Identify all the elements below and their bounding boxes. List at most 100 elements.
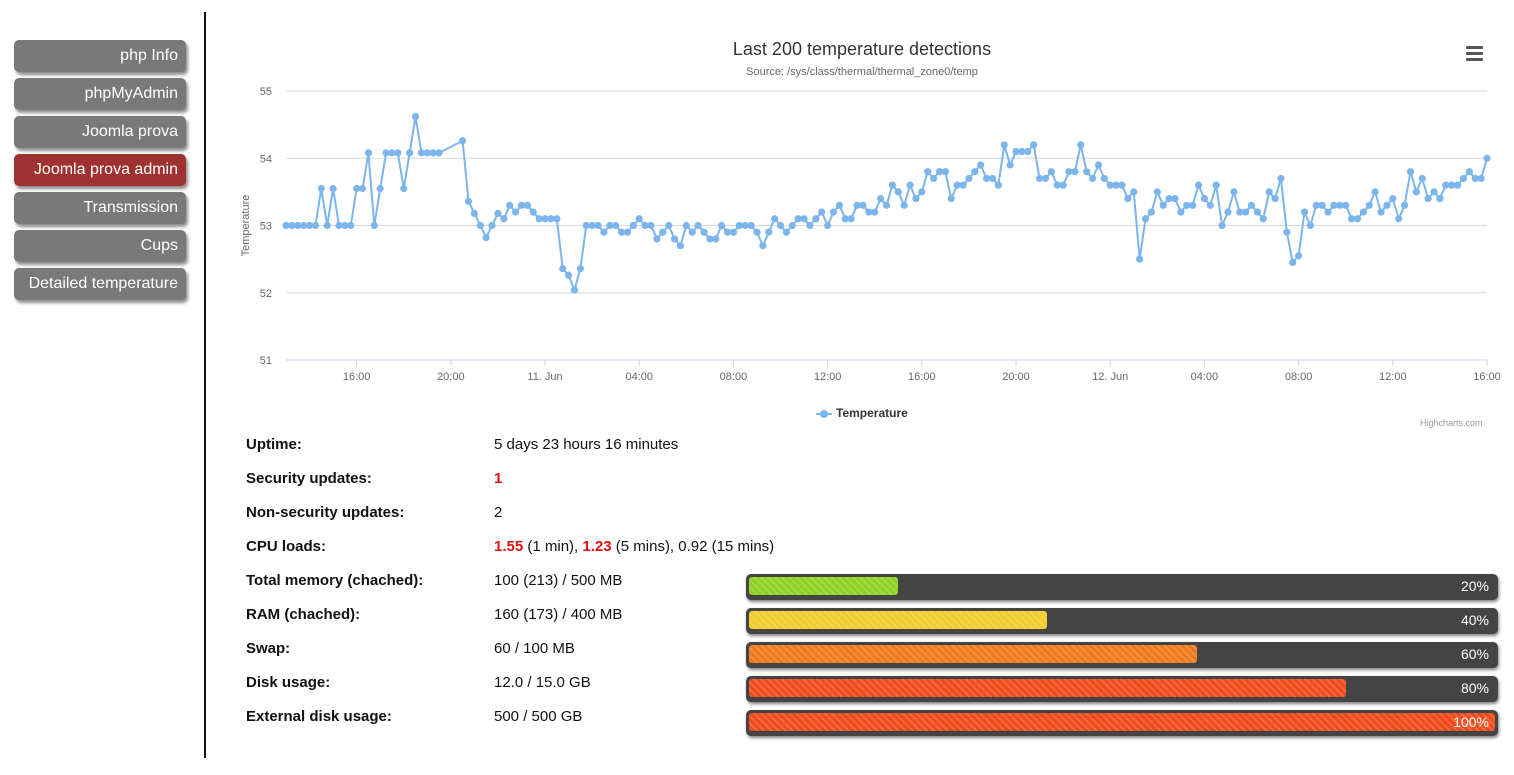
legend-marker-icon [816, 409, 832, 418]
data-point [512, 208, 520, 216]
data-point [1153, 188, 1161, 196]
data-point [1100, 174, 1108, 183]
data-point [1059, 181, 1067, 189]
data-point [629, 221, 637, 230]
data-point [1200, 195, 1209, 203]
x-tick-label: 12:00 [814, 371, 842, 383]
data-point [635, 215, 643, 223]
data-point [1471, 174, 1479, 183]
data-point [553, 215, 561, 223]
data-point [947, 195, 955, 203]
data-point [1347, 215, 1356, 223]
data-point [1177, 208, 1185, 216]
y-axis-title: Temperature [240, 195, 252, 257]
data-point [718, 221, 726, 230]
data-point [776, 221, 785, 230]
sidebar: php Info phpMyAdmin Joomla prova Joomla … [0, 0, 206, 775]
data-point [1106, 181, 1114, 189]
data-point [994, 181, 1002, 189]
data-point [1006, 161, 1014, 169]
chart-legend-item[interactable]: Temperature [816, 406, 908, 420]
progress-percent: 20% [1460, 578, 1489, 594]
data-point [765, 228, 773, 236]
data-point [735, 221, 743, 230]
data-point [406, 149, 414, 157]
data-point [977, 161, 985, 169]
sidebar-item-phpmyadmin[interactable]: phpMyAdmin [14, 78, 186, 110]
x-tick-label: 16:00 [343, 371, 371, 383]
cpu-load-5min: 1.23 [582, 538, 612, 555]
x-tick-label: 20:00 [437, 371, 465, 383]
chart-menu-icon[interactable] [1466, 46, 1486, 62]
data-point [659, 228, 667, 236]
y-tick-label: 53 [260, 221, 272, 233]
data-point [1041, 174, 1050, 183]
data-point [435, 149, 443, 157]
stat-value: 100 (213) / 500 MB [494, 572, 623, 589]
progress-percent: 100% [1453, 714, 1489, 730]
data-point [500, 215, 508, 223]
data-point [929, 174, 938, 183]
progress-fill [749, 679, 1346, 697]
stat-label: CPU loads: [246, 538, 327, 555]
stat-value: 12.0 / 15.0 GB [494, 674, 591, 691]
data-point [1459, 174, 1468, 183]
progress-fill [749, 577, 899, 595]
stat-label: External disk usage: [246, 708, 392, 725]
progress-percent: 60% [1460, 646, 1489, 662]
data-point [900, 201, 908, 209]
stat-label: Uptime: [246, 436, 302, 453]
data-point [682, 221, 690, 230]
chart-credits[interactable]: Highcharts.com [1420, 418, 1483, 428]
data-point [1136, 255, 1144, 263]
data-point [1088, 174, 1097, 183]
data-point [641, 221, 649, 230]
stat-row-uptime: Uptime: 5 days 23 hours 16 minutes [246, 430, 1506, 464]
data-point [1077, 141, 1085, 149]
stat-row-cpu-loads: CPU loads: 1.55 (1 min), 1.23 (5 mins), … [246, 532, 1506, 566]
data-point [517, 201, 526, 209]
data-point [411, 112, 420, 121]
data-point [1406, 168, 1415, 176]
data-point [1295, 252, 1303, 260]
data-point [317, 184, 325, 193]
y-tick-label: 52 [260, 288, 272, 300]
data-point [688, 228, 696, 236]
data-point [576, 264, 584, 273]
data-point [588, 221, 596, 230]
data-point [1265, 188, 1273, 196]
data-point [676, 242, 685, 250]
data-point [853, 201, 861, 209]
sidebar-item-cups[interactable]: Cups [14, 230, 186, 262]
legend-label: Temperature [836, 406, 908, 420]
data-point [1283, 228, 1291, 236]
progress-fill [749, 645, 1197, 663]
sidebar-item-transmission[interactable]: Transmission [14, 192, 186, 224]
data-point [941, 168, 949, 176]
data-point [1336, 201, 1344, 209]
data-point [570, 286, 579, 294]
cpu-load-1min-unit: (1 min), [527, 538, 579, 555]
data-point [1230, 188, 1238, 196]
sidebar-item-detailed-temperature[interactable]: Detailed temperature [14, 268, 186, 300]
data-point [647, 221, 655, 230]
data-point [806, 221, 814, 230]
data-point [1000, 141, 1008, 149]
sidebar-item-joomla-prova[interactable]: Joomla prova [14, 116, 186, 148]
data-point [1094, 161, 1103, 169]
data-point [877, 195, 885, 203]
data-point [959, 181, 967, 189]
data-point [729, 228, 738, 236]
data-point [1118, 181, 1126, 189]
data-point [653, 235, 661, 243]
data-point [305, 221, 314, 230]
sidebar-item-joomla-prova-admin[interactable]: Joomla prova admin [14, 154, 186, 186]
data-point [1030, 141, 1038, 149]
data-point [1053, 181, 1061, 189]
data-point [753, 228, 761, 236]
data-point [1400, 201, 1409, 209]
data-point [747, 221, 755, 230]
data-point [1189, 201, 1197, 209]
stat-row-ram: RAM (chached): 160 (173) / 400 MB 40% [246, 600, 1506, 634]
sidebar-item-php-info[interactable]: php Info [14, 40, 186, 72]
